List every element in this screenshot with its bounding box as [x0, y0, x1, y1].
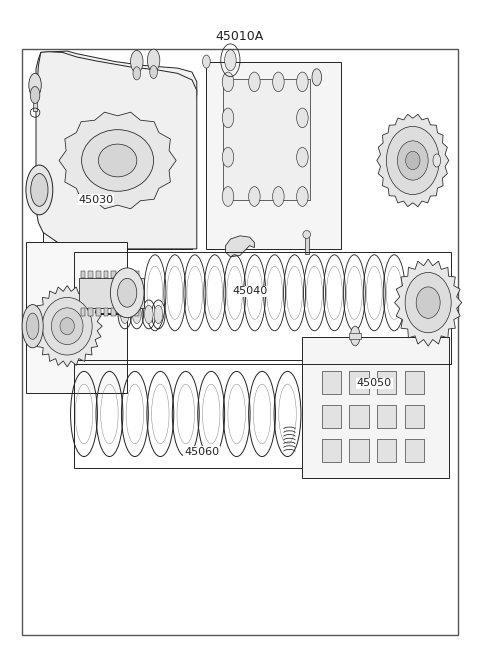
Text: 45060: 45060: [184, 447, 219, 457]
Ellipse shape: [98, 144, 137, 177]
Ellipse shape: [203, 55, 210, 68]
Ellipse shape: [273, 187, 284, 206]
Bar: [305, 234, 309, 254]
Bar: [33, 95, 37, 111]
Ellipse shape: [297, 147, 308, 167]
Bar: [377, 371, 396, 394]
Bar: [26, 242, 127, 393]
Ellipse shape: [433, 154, 441, 167]
Ellipse shape: [110, 268, 144, 318]
Bar: [223, 79, 310, 200]
Polygon shape: [32, 286, 102, 367]
Polygon shape: [226, 236, 254, 257]
Ellipse shape: [82, 130, 154, 191]
Text: 45050: 45050: [357, 378, 392, 388]
Bar: [104, 308, 108, 316]
Bar: [377, 439, 396, 462]
Bar: [405, 405, 424, 428]
Ellipse shape: [312, 69, 322, 86]
Ellipse shape: [89, 136, 146, 185]
Ellipse shape: [303, 231, 311, 238]
Ellipse shape: [154, 305, 163, 324]
Ellipse shape: [249, 72, 260, 92]
Ellipse shape: [297, 72, 308, 92]
Ellipse shape: [273, 72, 284, 92]
Ellipse shape: [26, 313, 39, 339]
Bar: [22, 49, 458, 635]
Ellipse shape: [29, 73, 41, 97]
Text: 45040: 45040: [232, 286, 267, 297]
Bar: [206, 62, 341, 249]
Ellipse shape: [133, 67, 141, 80]
Bar: [111, 271, 116, 278]
Bar: [88, 308, 93, 316]
Polygon shape: [377, 114, 449, 207]
Ellipse shape: [147, 49, 160, 71]
Bar: [104, 271, 108, 278]
Ellipse shape: [350, 326, 360, 346]
Ellipse shape: [222, 108, 234, 128]
Ellipse shape: [249, 187, 260, 206]
Ellipse shape: [297, 108, 308, 128]
Bar: [349, 333, 361, 339]
Bar: [322, 371, 341, 394]
Ellipse shape: [297, 187, 308, 206]
Ellipse shape: [222, 72, 234, 92]
Ellipse shape: [42, 297, 92, 355]
Ellipse shape: [60, 318, 74, 335]
Ellipse shape: [406, 151, 420, 170]
Bar: [322, 439, 341, 462]
Text: 45030: 45030: [78, 195, 114, 205]
Bar: [134, 308, 139, 316]
Ellipse shape: [416, 287, 440, 318]
Bar: [134, 271, 139, 278]
Bar: [119, 271, 124, 278]
Bar: [96, 308, 101, 316]
Polygon shape: [36, 51, 197, 121]
Bar: [349, 405, 369, 428]
Ellipse shape: [225, 50, 236, 71]
Bar: [349, 439, 369, 462]
Ellipse shape: [386, 126, 439, 195]
Bar: [302, 337, 449, 478]
Bar: [349, 371, 369, 394]
Polygon shape: [36, 52, 197, 249]
Bar: [96, 271, 101, 278]
Polygon shape: [395, 259, 462, 346]
Bar: [81, 271, 85, 278]
Ellipse shape: [26, 165, 53, 215]
Ellipse shape: [132, 305, 141, 324]
Bar: [119, 308, 124, 316]
Ellipse shape: [30, 86, 40, 103]
Bar: [377, 405, 396, 428]
Bar: [127, 308, 132, 316]
Ellipse shape: [150, 66, 157, 79]
Ellipse shape: [22, 305, 43, 348]
Bar: [79, 278, 144, 308]
Bar: [81, 308, 85, 316]
Bar: [127, 271, 132, 278]
Bar: [322, 405, 341, 428]
Bar: [74, 360, 331, 468]
Ellipse shape: [144, 305, 153, 324]
Polygon shape: [59, 112, 176, 209]
Ellipse shape: [397, 141, 428, 180]
Bar: [43, 118, 192, 249]
Ellipse shape: [405, 272, 451, 333]
Ellipse shape: [118, 278, 137, 307]
Bar: [111, 308, 116, 316]
Ellipse shape: [51, 308, 83, 345]
Ellipse shape: [120, 305, 129, 324]
Bar: [405, 439, 424, 462]
Ellipse shape: [222, 187, 234, 206]
Bar: [88, 271, 93, 278]
Ellipse shape: [131, 50, 143, 73]
Ellipse shape: [222, 147, 234, 167]
Text: 45010A: 45010A: [216, 29, 264, 43]
Bar: [405, 371, 424, 394]
Ellipse shape: [31, 174, 48, 206]
